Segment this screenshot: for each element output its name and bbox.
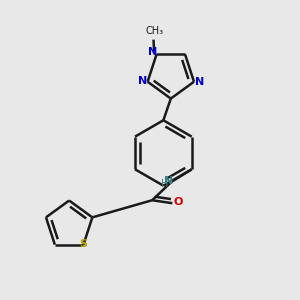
Text: N: N: [164, 176, 174, 186]
Text: O: O: [173, 197, 182, 207]
Text: N: N: [148, 47, 158, 57]
Text: N: N: [138, 76, 147, 86]
Text: H: H: [161, 179, 169, 189]
Text: CH₃: CH₃: [145, 26, 163, 36]
Text: S: S: [80, 239, 88, 249]
Text: N: N: [195, 77, 204, 87]
